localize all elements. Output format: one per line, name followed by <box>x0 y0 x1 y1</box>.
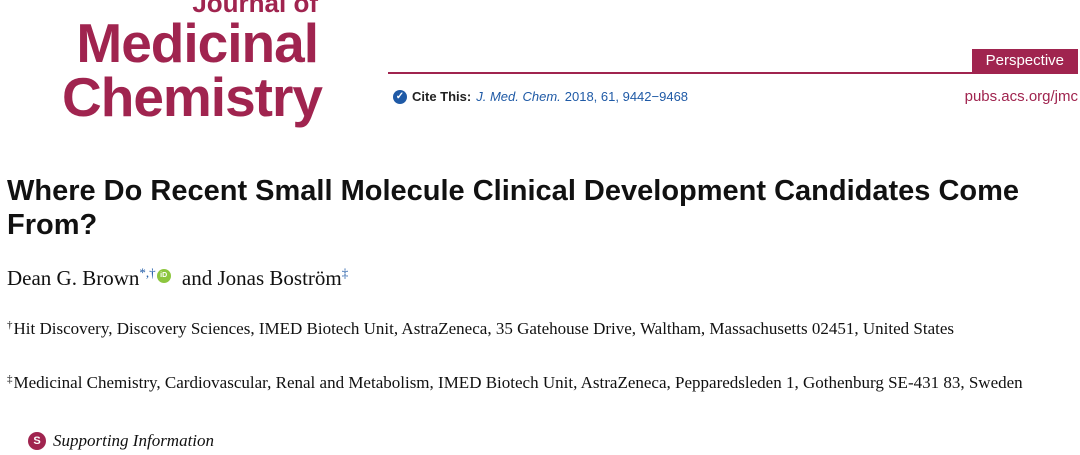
author-list: Dean G. Brown*,† iD and Jonas Boström‡ <box>7 265 348 291</box>
article-type-badge: Perspective <box>971 49 1078 72</box>
journal-name-line3: Chemistry <box>62 66 323 128</box>
author-affiliation-marks[interactable]: *,† <box>139 265 156 280</box>
header-divider <box>388 72 1078 74</box>
cite-label: Cite This: <box>412 89 472 104</box>
affiliation-item: ‡Medicinal Chemistry, Cardiovascular, Re… <box>7 368 1077 394</box>
journal-name-line2: Medicinal <box>76 12 319 74</box>
author-name[interactable]: Dean G. Brown <box>7 266 140 290</box>
supporting-info-label[interactable]: Supporting Information <box>53 431 215 450</box>
orcid-icon[interactable]: iD <box>156 269 171 283</box>
article-title: Where Do Recent Small Molecule Clinical … <box>7 175 1020 241</box>
author-connector: and <box>181 266 213 290</box>
affiliation-text: Hit Discovery, Discovery Sciences, IMED … <box>13 319 955 338</box>
cite-journal-abbrev[interactable]: J. Med. Chem. <box>476 89 561 104</box>
author-affiliation-marks[interactable]: ‡ <box>341 265 349 280</box>
author-name[interactable]: Jonas Boström <box>217 266 342 290</box>
journal-logo: Journal of Medicinal Chemistry <box>62 0 323 128</box>
journal-name-line1: Journal of <box>192 0 318 18</box>
supporting-information-link[interactable]: S Supporting Information <box>28 431 214 451</box>
check-circle-icon: ✓ <box>393 89 407 104</box>
citation-line[interactable]: ✓ Cite This: J. Med. Chem. 2018, 61, 944… <box>393 89 688 104</box>
affiliation-mark: † <box>7 319 13 331</box>
supporting-info-icon: S <box>28 432 46 450</box>
affiliation-mark: ‡ <box>7 373 13 385</box>
affiliation-item: †Hit Discovery, Discovery Sciences, IMED… <box>7 314 1077 340</box>
affiliation-text: Medicinal Chemistry, Cardiovascular, Ren… <box>13 373 1023 392</box>
cite-details[interactable]: 2018, 61, 9442−9468 <box>564 89 689 104</box>
journal-url-link[interactable]: pubs.acs.org/jmc <box>964 88 1078 105</box>
